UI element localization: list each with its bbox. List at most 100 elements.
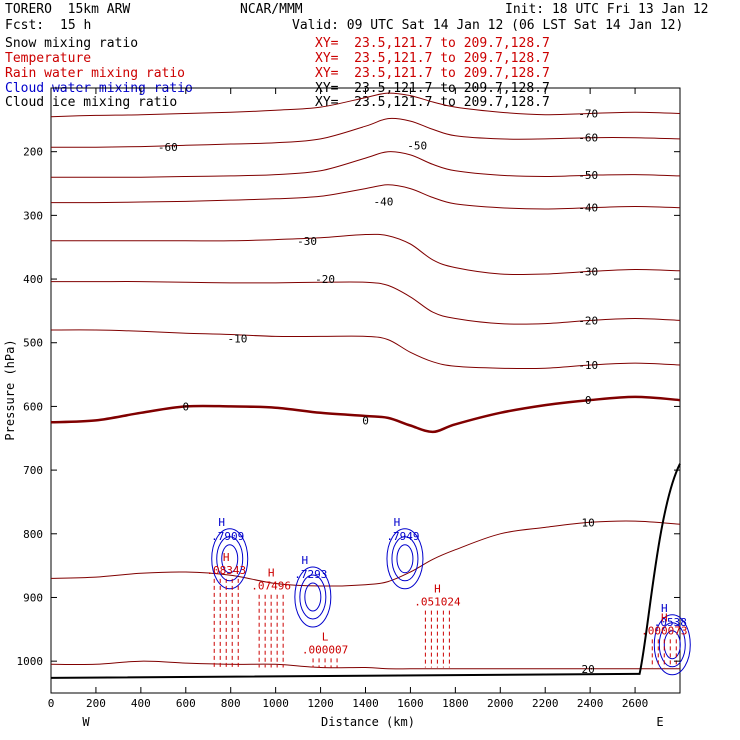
isotherm-label: -60 — [578, 132, 598, 145]
x-tick-label: 400 — [131, 697, 151, 710]
cloud-water-contour — [663, 630, 681, 660]
cloud-water-contour — [396, 544, 414, 574]
axes-layer: 0 200 400 600 800 1000 1200 1400 1600 1800 2000 220… — [17, 88, 680, 710]
cloud-water-contour — [391, 536, 419, 582]
x-tick-label: 2200 — [532, 697, 559, 710]
cloud-water-contour — [299, 574, 327, 620]
rain-cell-value: .000007 — [302, 643, 348, 656]
isotherm-label: -20 — [578, 314, 598, 327]
contour-label: 0 — [182, 400, 189, 413]
contour-label: -20 — [315, 273, 335, 286]
cloud-cell-marker: H — [394, 516, 401, 529]
legend-snow: Snow mixing ratio — [5, 36, 139, 51]
legend-rain-xy: XY= 23.5,121.7 to 209.7,128.7 — [315, 66, 550, 81]
contour-label: -50 — [407, 139, 427, 152]
cloud-cell-value: .7293 — [294, 568, 327, 581]
model-label: TORERO 15km ARW — [5, 2, 131, 17]
x-tick-label: 1400 — [352, 697, 379, 710]
y-tick-label: 200 — [23, 146, 43, 159]
init-time: Init: 18 UTC Fri 13 Jan 12 — [505, 2, 709, 17]
x-tick-label: 2000 — [487, 697, 514, 710]
isotherm-label: 0 — [585, 394, 592, 407]
x-tick-label: 1200 — [307, 697, 334, 710]
isotherm-label: 10 — [582, 516, 595, 529]
isotherm-label: -30 — [578, 265, 598, 278]
y-tick-label: 500 — [23, 337, 43, 350]
x-axis-left-end: W — [82, 715, 90, 729]
legend-cloud-water: Cloud water mixing ratio — [5, 81, 193, 96]
isotherm-line — [51, 151, 681, 178]
isotherm-label: -10 — [578, 359, 598, 372]
isotherm-line — [50, 329, 681, 369]
isotherm-label: -70 — [578, 107, 598, 120]
cloud-cell-marker: H — [218, 516, 225, 529]
isotherm-label: -40 — [578, 202, 598, 215]
rain-cell-value: .051024 — [414, 596, 461, 609]
isotherm-line — [50, 184, 681, 210]
legend-snow-xy: XY= 23.5,121.7 to 209.7,128.7 — [315, 36, 550, 51]
cloud-water-contour — [211, 528, 249, 590]
rain-cell-marker: L — [322, 630, 329, 643]
x-tick-label: 600 — [176, 697, 196, 710]
x-tick-label: 2400 — [577, 697, 604, 710]
cloud-cell-marker: H — [302, 554, 309, 567]
rain-cell-marker: H — [434, 583, 441, 596]
rain-cell-value: .07496 — [251, 580, 291, 593]
valid-time: Valid: 09 UTC Sat 14 Jan 12 (06 LST Sat … — [292, 18, 684, 33]
isotherm-line — [50, 395, 681, 434]
legend-cloud-ice: Cloud ice mixing ratio — [5, 95, 178, 110]
rain-cell-value: .08343 — [206, 564, 246, 577]
x-tick-label: 200 — [86, 697, 106, 710]
cloud-water-contour — [216, 536, 244, 582]
contour-label: -60 — [158, 141, 178, 154]
isotherm-line — [50, 233, 681, 276]
rain-cell-marker: H — [268, 567, 275, 580]
terrain-surface — [50, 463, 681, 679]
cloud-water-contour — [304, 582, 322, 612]
isotherm-line — [50, 520, 681, 587]
isotherm-line — [50, 92, 681, 118]
forecast-value: 15 h — [60, 18, 92, 33]
y-tick-label: 700 — [23, 464, 43, 477]
y-tick-label: 600 — [23, 400, 43, 413]
x-tick-label: 1600 — [397, 697, 424, 710]
contour-label: -40 — [374, 195, 394, 208]
cloud-water-contour — [221, 544, 239, 574]
isotherm-line — [50, 660, 680, 670]
x-axis-label: Distance (km) — [321, 715, 415, 729]
cloud-water-contour — [653, 614, 691, 676]
forecast-label: Fcst: — [5, 18, 45, 33]
cloud-cell-value: .0538 — [654, 616, 687, 629]
rain-cell-marker: H — [223, 551, 230, 564]
x-tick-label: 2600 — [622, 697, 649, 710]
y-tick-label: 900 — [23, 591, 43, 604]
isotherm-line — [50, 281, 681, 325]
contour-label: 0 — [362, 414, 369, 427]
terrain-layer — [50, 463, 681, 679]
rain-cell-marker: H — [661, 611, 668, 624]
legend-rain: Rain water mixing ratio — [5, 66, 186, 81]
cloud-water-contour — [294, 566, 332, 628]
isotherm-label: 20 — [582, 663, 595, 676]
cloud-cell-value: .7949 — [386, 530, 419, 543]
contour-label: -10 — [228, 332, 248, 345]
y-tick-label: 300 — [23, 209, 43, 222]
x-tick-label: 1800 — [442, 697, 469, 710]
y-tick-label: 400 — [23, 273, 43, 286]
legend-temperature-xy: XY= 23.5,121.7 to 209.7,128.7 — [315, 51, 550, 66]
contour-label: -30 — [297, 235, 317, 248]
y-axis-label: Pressure (hPa) — [3, 339, 17, 440]
legend-temperature: Temperature — [5, 51, 92, 66]
x-tick-label: 0 — [48, 697, 55, 710]
isotherm-line — [50, 117, 681, 148]
isotherm-label: -50 — [578, 169, 598, 182]
cloud-cell-value: .7909 — [211, 530, 244, 543]
isotherm-layer: -70 -60 -50 -40 -30 -20 -10 0 10 20 -60 -50 -40 -30 -2… — [50, 92, 681, 676]
y-tick-label: 1000 — [17, 655, 44, 668]
x-tick-label: 1000 — [262, 697, 289, 710]
y-tick-label: 800 — [23, 528, 43, 541]
cloud-cell-marker: H — [661, 602, 668, 615]
